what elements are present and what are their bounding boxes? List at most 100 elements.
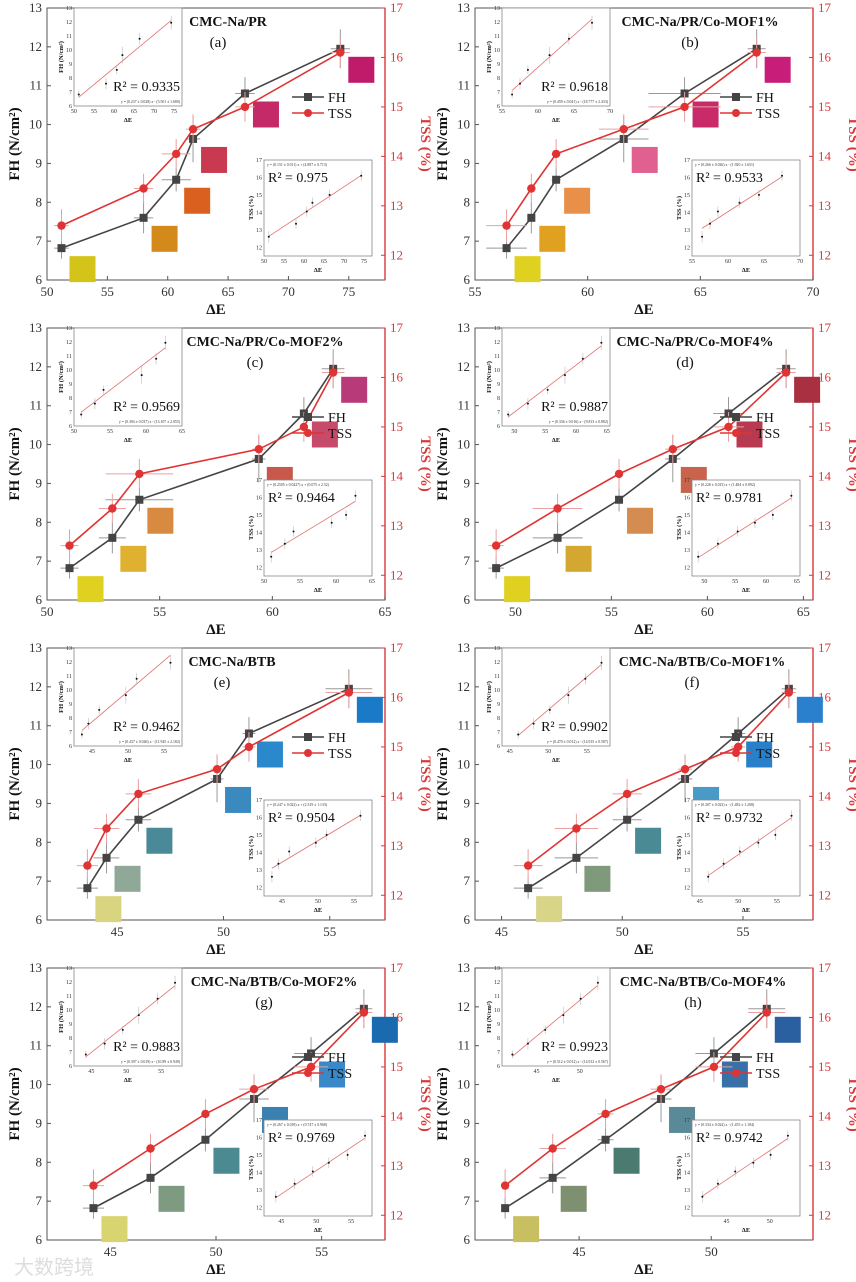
inset-y-tick-label: 12 (66, 660, 72, 666)
y-tick-label: 6 (36, 272, 43, 287)
inset-point (596, 981, 599, 984)
inset-frame (263, 159, 373, 257)
inset-y-label: TSS (%) (248, 516, 255, 540)
y2-tick-label: 14 (818, 788, 832, 803)
series-line-fh (61, 48, 341, 249)
inset-y-label: FH (N/cm²) (58, 1001, 65, 1033)
inset-point (511, 93, 514, 96)
fh-point-marker (548, 1173, 557, 1182)
tss-point-marker (249, 1084, 259, 1094)
inset-point (517, 733, 520, 736)
color-swatch (504, 576, 531, 603)
y-tick-label: 7 (464, 553, 471, 568)
y-tick-label: 7 (464, 233, 471, 248)
inset-equation: y = (0.2505 ± 0.0427) x + (0.075 ± 2.52) (267, 483, 330, 487)
inset-x-label: ΔE (552, 1077, 560, 1084)
inset-x-label: ΔE (742, 907, 750, 914)
y-tick-label: 10 (29, 437, 42, 452)
inset-fit-line (701, 176, 783, 229)
tss-point-marker (57, 221, 66, 230)
color-swatch (101, 1216, 128, 1243)
inset-frame (73, 647, 183, 747)
inset-x-label: ΔE (552, 437, 560, 444)
inset-x-tick-label: 50 (313, 1219, 319, 1225)
y2-tick-label: 14 (818, 468, 832, 483)
inset-x-tick-label: 60 (725, 259, 731, 265)
y-tick-label: 13 (457, 960, 470, 975)
inset-point (140, 374, 143, 377)
inset-x-label: ΔE (124, 117, 132, 124)
y2-tick-label: 17 (818, 0, 832, 15)
inset-y-tick-label: 16 (684, 495, 690, 501)
inset-y-tick-label: 9 (497, 702, 500, 708)
inset-inset_tss: 45 50 55 12 13 14 15 16 17 ΔE TSS (%) y = (0.307 ± … (676, 798, 801, 914)
x-tick-label: 55 (605, 604, 618, 619)
x-tick-label: 55 (323, 924, 336, 939)
inset-point (790, 814, 793, 817)
inset-y-tick-label: 12 (256, 565, 262, 571)
inset-fit-line (271, 814, 361, 869)
y-tick-label: 6 (464, 1232, 471, 1247)
fh-point-marker (139, 213, 148, 222)
inset-y-tick-label: 17 (256, 158, 262, 164)
inset-point (155, 357, 158, 360)
inset-y-tick-label: 17 (684, 158, 690, 164)
color-swatch (513, 1216, 540, 1243)
inset-y-tick-label: 14 (256, 210, 262, 216)
color-swatch (348, 56, 375, 83)
color-swatch (311, 421, 338, 448)
y2-tick-label: 15 (818, 739, 831, 754)
y2-tick-label: 12 (390, 1207, 403, 1222)
inset-x-label: ΔE (124, 757, 132, 764)
inset-point (511, 1053, 514, 1056)
inset-x-tick-label: 65 (321, 259, 327, 265)
y-axis-label: FH (N/cm²) (7, 427, 23, 500)
inset-fit-line (697, 497, 792, 558)
y-tick-label: 7 (464, 873, 471, 888)
inset-x-tick-label: 55 (297, 579, 303, 585)
inset-y-tick-label: 7 (69, 1050, 72, 1056)
x-tick-label: 60 (161, 284, 174, 299)
inset-point (156, 997, 159, 1000)
inset-point (563, 374, 566, 377)
inset-r2: R² = 0.9462 (113, 720, 180, 735)
inset-y-tick-label: 11 (494, 994, 500, 1000)
inset-y-tick-label: 11 (66, 994, 72, 1000)
tss-point-marker (553, 504, 562, 513)
inset-point (716, 1182, 719, 1185)
inset-r2: R² = 0.9769 (268, 1131, 335, 1146)
inset-point (105, 82, 107, 85)
y2-tick-label: 16 (390, 369, 404, 384)
inset-y-tick-label: 16 (684, 1135, 690, 1141)
chart-panel-b: 55 60 65 70 6 7 8 9 10 11 12 13 12 13 14 15 16 17 ΔE FH (N/… (435, 0, 856, 318)
inset-y-tick-label: 12 (66, 980, 72, 986)
fh-point-marker (502, 244, 511, 253)
inset-x-tick-label: 65 (794, 579, 800, 585)
x-tick-label: 55 (469, 284, 482, 299)
tss-point-marker (502, 221, 511, 230)
y-tick-label: 8 (36, 514, 43, 529)
inset-frame (73, 327, 183, 427)
inset-point (80, 413, 83, 416)
inset-x-tick-label: 70 (341, 259, 347, 265)
inset-x-label: ΔE (314, 587, 322, 594)
inset-point (567, 694, 570, 697)
inset-frame (73, 7, 183, 107)
y2-tick-label: 15 (390, 419, 403, 434)
inset-y-label: TSS (%) (676, 1156, 683, 1180)
color-swatch (371, 1016, 398, 1043)
tss-point-marker (614, 469, 624, 479)
y2-axis-label: TSS (%) (417, 1076, 433, 1131)
chart-panel-g: 45 50 55 6 7 8 9 10 11 12 13 12 13 14 15 16 17 ΔE FH (N/cm… (7, 960, 433, 1278)
inset-frame (263, 1119, 373, 1217)
inset-y-tick-label: 13 (66, 646, 72, 652)
inset-x-tick-label: 75 (171, 109, 177, 115)
inset-x-tick-label: 50 (261, 259, 267, 265)
color-swatch (146, 827, 173, 854)
inset-y-tick-label: 8 (497, 396, 500, 402)
inset-y-tick-label: 11 (494, 674, 500, 680)
inset-x-tick-label: 60 (143, 429, 149, 435)
x-tick-label: 50 (210, 1244, 223, 1259)
inset-y-tick-label: 16 (256, 815, 262, 821)
